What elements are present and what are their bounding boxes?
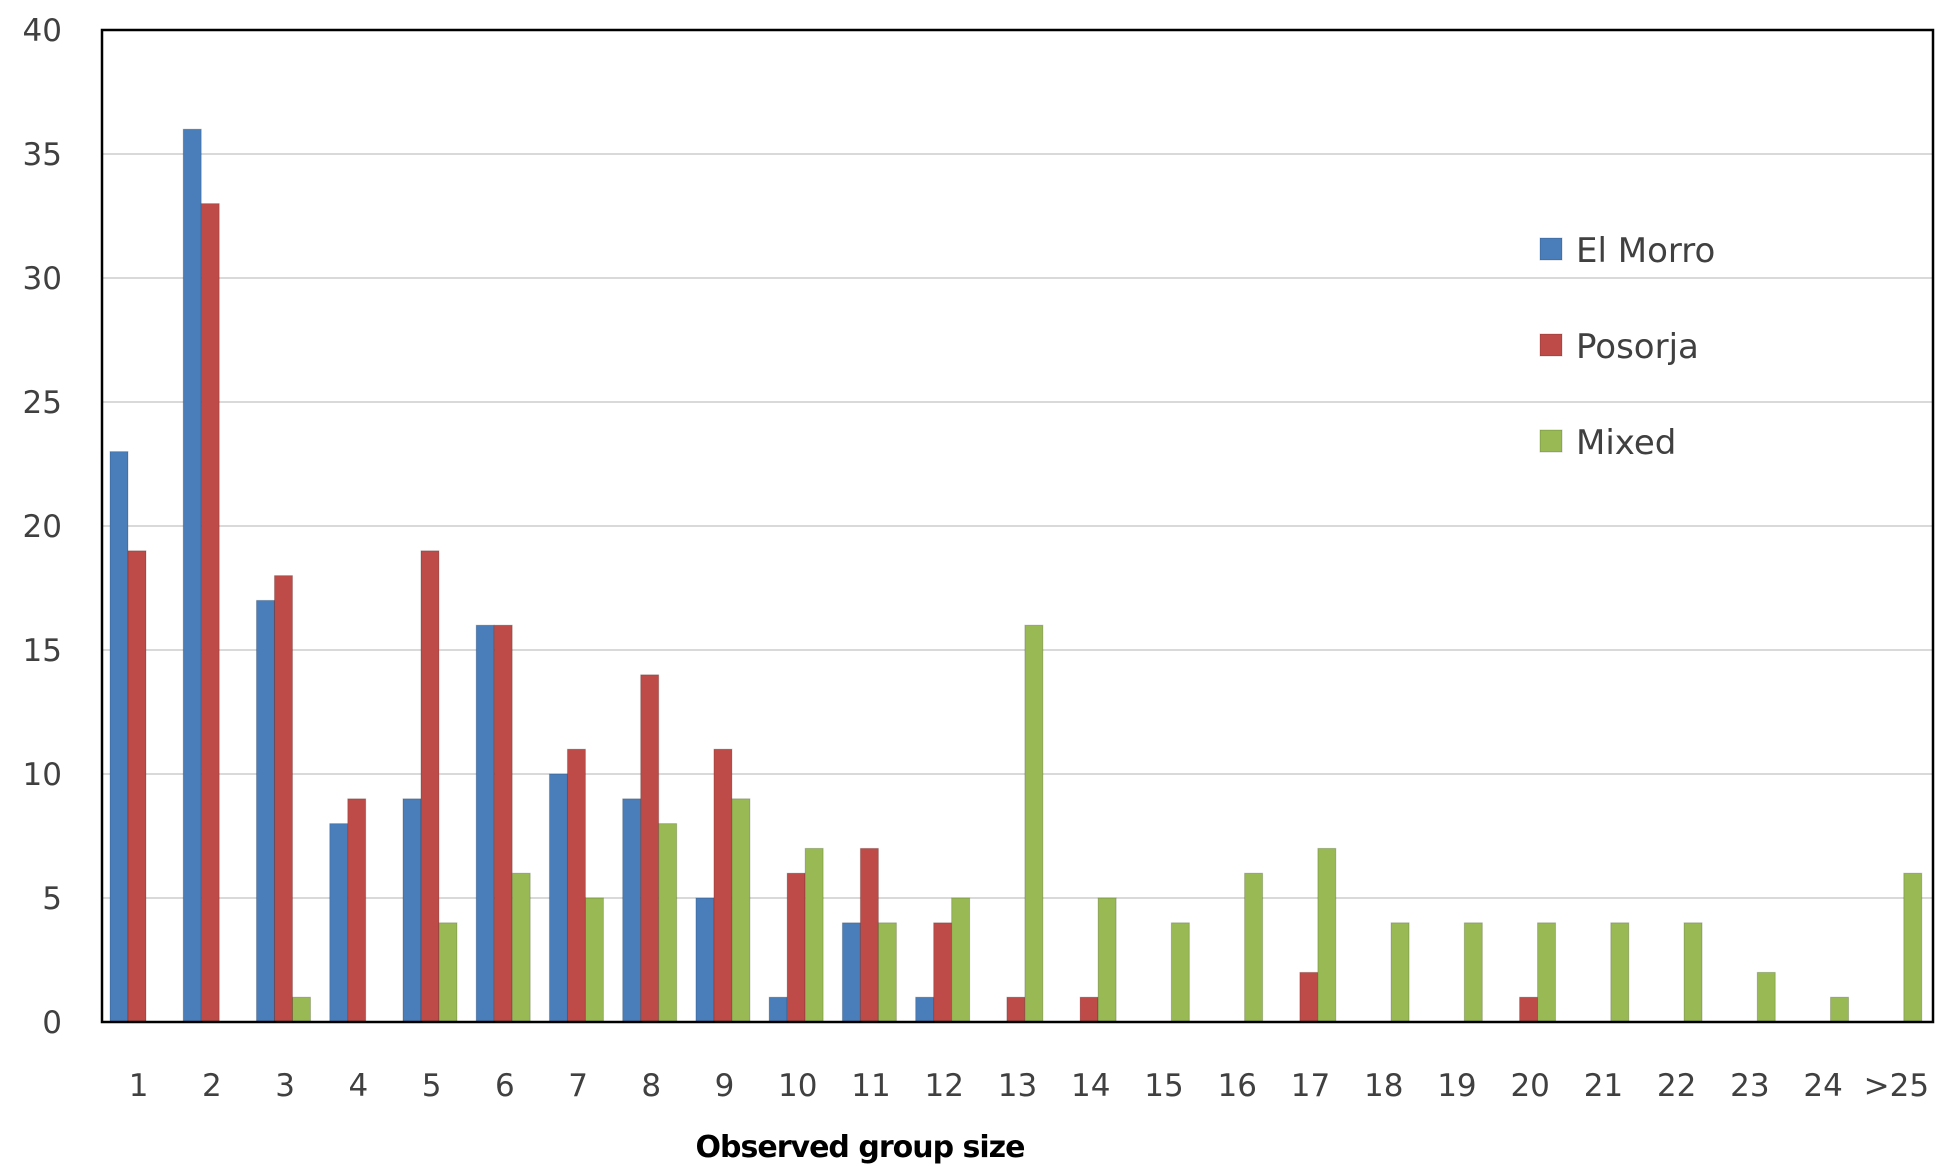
bar-el-morro-10: [768, 996, 788, 1023]
bar-posorja-3: [273, 575, 293, 1023]
bar-mixed-19: [1463, 922, 1483, 1023]
bar-mixed-20: [1537, 922, 1557, 1023]
bar-posorja-12: [933, 922, 953, 1023]
x-tick-label: 7: [568, 1068, 588, 1104]
x-tick-labels: 1 2 3 4 5 6 7 8 9 10 11 12 13 14 15 16 17 18 19 20 21 22 23 24 >…: [129, 1068, 1929, 1104]
x-tick-label: >25: [1864, 1068, 1929, 1104]
y-tick-label: 35: [23, 137, 62, 173]
bar-mixed-13: [1024, 624, 1044, 1023]
x-tick-label: 12: [925, 1068, 964, 1104]
x-tick-label: 16: [1217, 1068, 1256, 1104]
bar-posorja-10: [786, 872, 806, 1023]
x-tick-label: 2: [202, 1068, 222, 1104]
bar-mixed-3: [291, 996, 311, 1023]
x-tick-label: 4: [348, 1068, 368, 1104]
bar-el-morro-12: [915, 996, 935, 1023]
legend-swatch-el-morro: [1539, 237, 1563, 261]
x-tick-label: 13: [998, 1068, 1037, 1104]
bar-el-morro-6: [475, 624, 495, 1023]
x-tick-label: 9: [715, 1068, 735, 1104]
bar-mixed-15: [1170, 922, 1190, 1023]
y-tick-label: 30: [23, 261, 62, 297]
x-tick-label: 15: [1144, 1068, 1183, 1104]
bar-mixed-23: [1756, 971, 1776, 1023]
bar-mixed-10: [804, 847, 824, 1023]
y-tick-label: 40: [23, 13, 62, 49]
bar-mixed-6: [511, 872, 531, 1023]
x-tick-label: 18: [1364, 1068, 1403, 1104]
bar-mixed-5: [438, 922, 458, 1023]
y-tick-label: 5: [42, 881, 62, 917]
y-tick-label: 15: [23, 633, 62, 669]
x-tick-label: 10: [778, 1068, 817, 1104]
legend-label: El Morro: [1576, 231, 1715, 271]
x-axis-title: Observed group size: [696, 1130, 1025, 1165]
bar-posorja-2: [200, 203, 220, 1023]
bar-mixed-11: [877, 922, 897, 1023]
bar-posorja-11: [859, 847, 879, 1023]
bar-el-morro-8: [622, 798, 642, 1023]
y-tick-label: 0: [42, 1005, 62, 1041]
bar-posorja-13: [1006, 996, 1026, 1023]
bar-mixed-24: [1830, 996, 1850, 1023]
bar-el-morro-4: [329, 823, 349, 1023]
legend-label: Mixed: [1576, 423, 1676, 463]
axes: [100, 28, 1935, 1024]
bar-posorja-17: [1299, 971, 1319, 1023]
x-tick-label: 17: [1291, 1068, 1330, 1104]
x-tick-label: 1: [129, 1068, 149, 1104]
bar-posorja-20: [1519, 996, 1539, 1023]
plot-area-border: [100, 28, 1935, 1024]
bar-el-morro-7: [548, 773, 568, 1023]
bar-posorja-1: [127, 550, 147, 1023]
x-tick-label: 6: [495, 1068, 515, 1104]
bar-posorja-8: [640, 674, 660, 1023]
bar-mixed-18: [1390, 922, 1410, 1023]
bar-posorja-6: [493, 624, 513, 1023]
x-tick-label: 22: [1657, 1068, 1696, 1104]
legend-swatch-posorja: [1539, 333, 1563, 357]
bar-mixed-22: [1683, 922, 1703, 1023]
bar-posorja-4: [347, 798, 367, 1023]
bar-el-morro-5: [402, 798, 422, 1023]
x-tick-label: 24: [1803, 1068, 1842, 1104]
bar-posorja-7: [566, 748, 586, 1023]
y-tick-label: 20: [23, 509, 62, 545]
bars: [109, 128, 1923, 1023]
bar-mixed-25: [1903, 872, 1923, 1023]
y-tick-label: 10: [23, 757, 62, 793]
bar-mixed-12: [951, 897, 971, 1023]
legend-label: Posorja: [1576, 327, 1699, 367]
bar-posorja-9: [713, 748, 733, 1023]
bar-mixed-7: [584, 897, 604, 1023]
legend-swatch-mixed: [1539, 429, 1563, 453]
x-tick-label: 5: [422, 1068, 442, 1104]
bar-el-morro-1: [109, 451, 129, 1023]
x-tick-label: 8: [641, 1068, 661, 1104]
x-tick-label: 3: [275, 1068, 295, 1104]
bar-mixed-8: [658, 823, 678, 1023]
bar-el-morro-11: [841, 922, 861, 1023]
x-tick-label: 23: [1730, 1068, 1769, 1104]
bar-el-morro-9: [695, 897, 715, 1023]
x-tick-label: 21: [1584, 1068, 1623, 1104]
bar-mixed-14: [1097, 897, 1117, 1023]
x-tick-label: 14: [1071, 1068, 1110, 1104]
y-tick-label: 25: [23, 385, 62, 421]
bar-mixed-16: [1244, 872, 1264, 1023]
legend: El Morro Posorja Mixed: [1539, 231, 1715, 463]
bar-el-morro-2: [182, 128, 202, 1023]
bar-posorja-14: [1079, 996, 1099, 1023]
bar-el-morro-3: [255, 599, 275, 1023]
bar-mixed-17: [1317, 847, 1337, 1023]
bar-mixed-9: [731, 798, 751, 1023]
bar-mixed-21: [1610, 922, 1630, 1023]
y-tick-labels: 0 5 10 15 20 25 30 35 40: [23, 13, 62, 1041]
x-tick-label: 11: [851, 1068, 890, 1104]
bar-posorja-5: [420, 550, 440, 1023]
x-tick-label: 19: [1437, 1068, 1476, 1104]
x-tick-label: 20: [1510, 1068, 1549, 1104]
